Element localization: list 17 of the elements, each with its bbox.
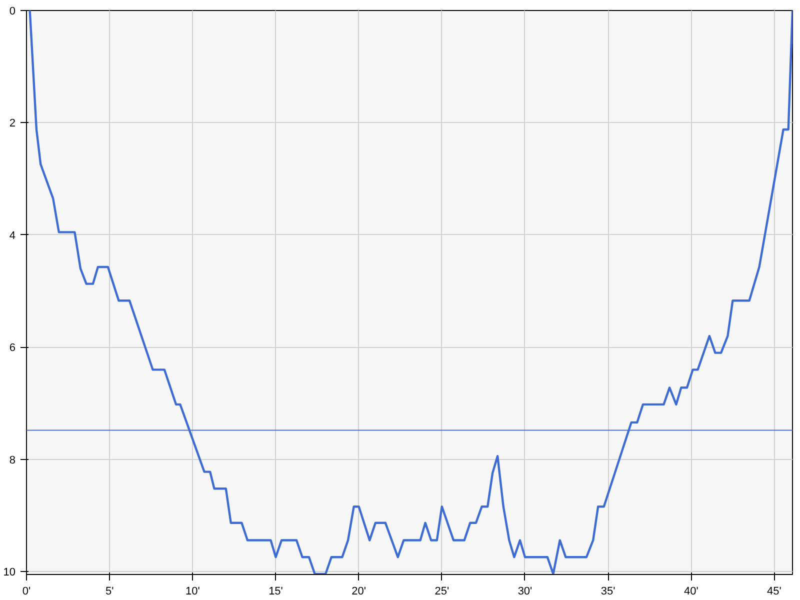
x-tick-label: 25' <box>434 586 450 598</box>
y-tick-label: 2 <box>9 118 16 130</box>
x-tick-label: 30' <box>518 586 532 598</box>
y-tick-label: 4 <box>9 230 16 242</box>
y-tick-label: 6 <box>9 342 16 354</box>
x-tick-label: 15' <box>268 586 283 598</box>
x-tick-label: 10' <box>185 586 200 598</box>
x-tick-label: 0' <box>22 586 31 598</box>
x-tick-label: 20' <box>352 586 366 598</box>
x-tick-label: 5' <box>105 586 114 598</box>
line-series <box>28 10 792 574</box>
y-tick-label: 0 <box>9 6 16 18</box>
y-tick-label: 10 <box>3 566 16 579</box>
x-tick-label: 35' <box>600 586 616 598</box>
x-tick-label: 40' <box>684 586 698 598</box>
y-tick-label: 8 <box>9 454 16 466</box>
x-tick-label: 45' <box>767 586 782 598</box>
